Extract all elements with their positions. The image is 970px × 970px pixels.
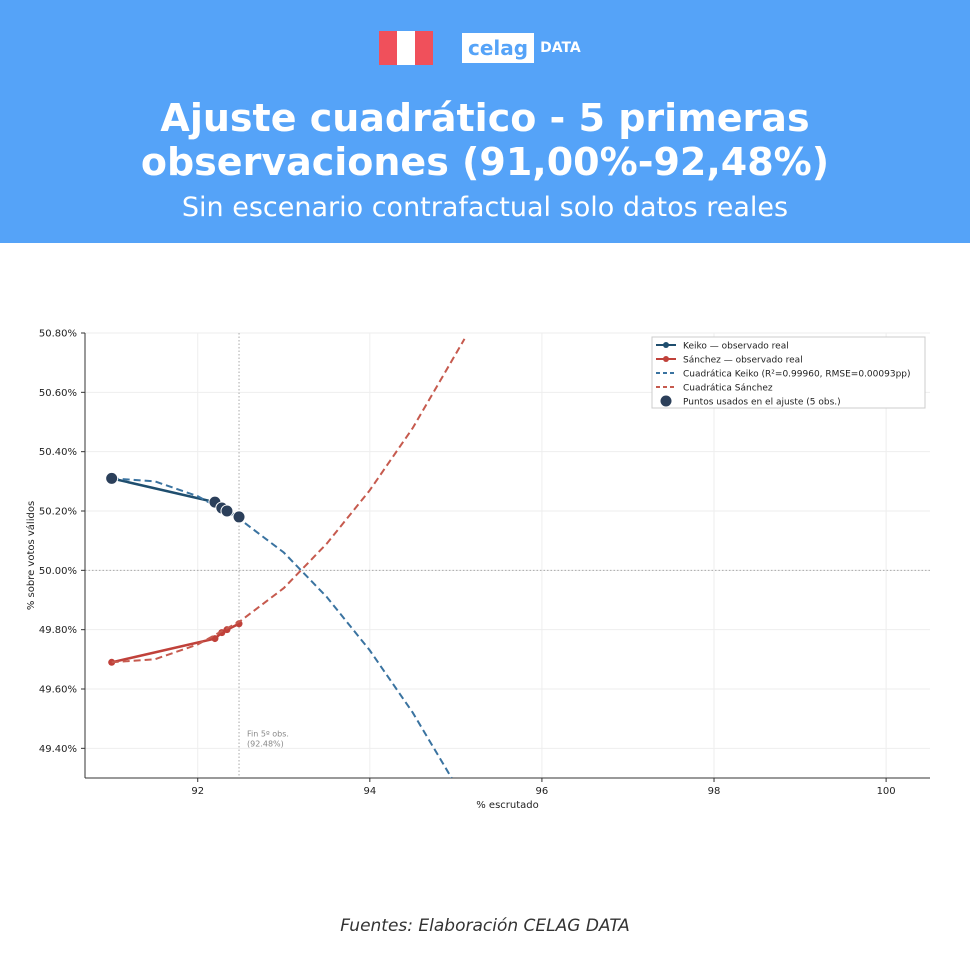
header: celag DATA Ajuste cuadrático - 5 primeras… bbox=[0, 0, 970, 243]
flag bbox=[379, 31, 433, 65]
y-tick-label: 49.80% bbox=[39, 625, 77, 636]
legend-marker bbox=[663, 342, 669, 348]
y-tick-label: 50.00% bbox=[39, 566, 77, 577]
subtitle: Sin escenario contrafactual solo datos r… bbox=[181, 192, 789, 223]
y-axis-label: % sobre votos válidos bbox=[25, 501, 37, 610]
y-tick-label: 50.80% bbox=[39, 329, 77, 340]
point bbox=[232, 510, 246, 524]
x-tick-label: 98 bbox=[708, 786, 721, 797]
legend-label: Puntos usados en el ajuste (5 obs.) bbox=[683, 398, 841, 408]
legend-label: Keiko — observado real bbox=[683, 342, 789, 352]
logo-tag: DATA bbox=[540, 40, 581, 56]
y-tick-label: 49.40% bbox=[39, 744, 77, 755]
legend-label: Cuadrática Sánchez bbox=[683, 384, 773, 394]
footer: Fuentes: Elaboración CELAG DATA bbox=[340, 916, 630, 936]
y-tick-label: 49.60% bbox=[39, 685, 77, 696]
y-tick-label: 50.40% bbox=[39, 447, 77, 458]
point bbox=[220, 504, 234, 518]
logo: celag DATA bbox=[462, 32, 581, 64]
x-tick-label: 92 bbox=[191, 786, 204, 797]
point bbox=[108, 658, 116, 666]
legend-label: Cuadrática Keiko (R²=0.99960, RMSE=0.000… bbox=[683, 370, 911, 380]
chart: 49.40% 49.60% 49.80% 50.00% 50.20% 50.40% 50.6… bbox=[25, 329, 930, 811]
x-tick-label: 100 bbox=[877, 786, 896, 797]
fit-curve bbox=[111, 338, 466, 664]
point bbox=[218, 629, 226, 637]
plot bbox=[105, 338, 466, 778]
fit-curve bbox=[111, 477, 453, 778]
legend-marker bbox=[663, 356, 669, 362]
y-tick-label: 50.60% bbox=[39, 388, 77, 399]
title: Ajuste cuadrático - 5 primeras observaci… bbox=[140, 96, 830, 184]
x-tick-label: 94 bbox=[363, 786, 376, 797]
annotation: Fin 5º obs. bbox=[247, 729, 289, 738]
legend-label: Sánchez — observado real bbox=[683, 356, 803, 366]
legend-marker bbox=[660, 395, 672, 407]
legend bbox=[651, 336, 926, 409]
x-tick-label: 96 bbox=[536, 786, 549, 797]
x-axis-label: % escrutado bbox=[476, 800, 539, 811]
logo-text: celag bbox=[462, 33, 535, 63]
point bbox=[105, 471, 119, 485]
annotation: (92.48%) bbox=[247, 739, 284, 748]
y-tick-label: 50.20% bbox=[39, 507, 77, 518]
